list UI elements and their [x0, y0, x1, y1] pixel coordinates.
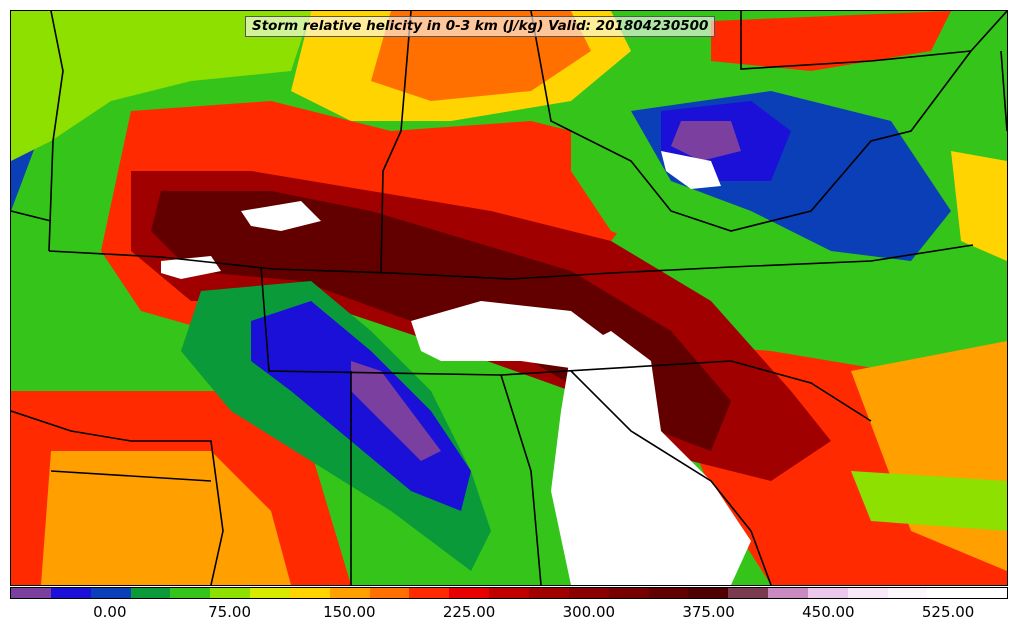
colorbar-segment — [768, 588, 808, 598]
state-boundary — [380, 11, 412, 274]
colorbar-tick-label: 150.00 — [323, 603, 376, 621]
helicity-region — [241, 201, 321, 231]
colorbar-segment — [329, 588, 370, 598]
helicity-region — [711, 11, 951, 71]
map-panel — [10, 10, 1008, 586]
colorbar-segment — [648, 588, 689, 598]
helicity-region — [351, 361, 441, 461]
state-boundary — [11, 210, 52, 222]
state-boundary — [1000, 50, 1007, 132]
helicity-region — [671, 121, 741, 161]
colorbar-segment — [130, 588, 171, 598]
state-boundary — [50, 470, 212, 482]
colorbar-segment — [528, 588, 569, 598]
colorbar-segment — [887, 588, 928, 598]
colorbar-segment — [170, 588, 211, 598]
state-boundary — [48, 11, 64, 252]
colorbar-segment — [289, 588, 330, 598]
colorbar-segment — [568, 588, 609, 598]
helicity-region — [41, 451, 291, 585]
state-boundary — [500, 374, 542, 585]
colorbar-segment — [688, 588, 729, 598]
state-boundary — [11, 410, 224, 585]
state-boundary — [740, 11, 972, 70]
colorbar-segment — [449, 588, 490, 598]
colorbar-tick-label: 375.00 — [682, 603, 735, 621]
state-boundary — [48, 250, 392, 274]
helicity-region — [851, 471, 1007, 531]
helicity-region — [551, 331, 751, 585]
state-boundary — [530, 11, 972, 232]
helicity-map — [11, 11, 1007, 585]
helicity-region — [951, 151, 1007, 261]
colorbar-segment — [807, 588, 848, 598]
colorbar-segment — [409, 588, 450, 598]
colorbar-tick-label: 225.00 — [442, 603, 496, 621]
helicity-region — [661, 151, 721, 189]
colorbar-segment — [608, 588, 649, 598]
colorbar-tick-label: 75.00 — [208, 603, 252, 621]
colorbar-tick-label: 450.00 — [802, 603, 855, 621]
helicity-region — [11, 11, 311, 161]
colorbar-tick-label: 300.00 — [562, 603, 616, 621]
colorbar-segment — [489, 588, 529, 598]
state-boundary — [970, 11, 1007, 52]
colorbar-segment — [728, 588, 769, 598]
colorbar-segment — [369, 588, 410, 598]
colorbar-segment — [967, 588, 1008, 598]
colorbar-segment — [90, 588, 131, 598]
colorbar-segment — [50, 588, 91, 598]
map-title: Storm relative helicity in 0-3 km (J/kg)… — [245, 16, 716, 37]
helicity-region — [411, 301, 611, 371]
colorbar — [10, 587, 1008, 599]
colorbar-tick-label: 525.00 — [921, 603, 975, 621]
state-boundary — [260, 266, 872, 422]
state-boundary — [390, 244, 974, 280]
helicity-region — [251, 301, 471, 511]
colorbar-segment — [250, 588, 290, 598]
colorbar-segment — [927, 588, 968, 598]
colorbar-segment — [11, 588, 51, 598]
colorbar-segment — [847, 588, 888, 598]
colorbar-segment — [210, 588, 251, 598]
state-boundary — [570, 370, 772, 585]
colorbar-tick-label: 0.00 — [93, 603, 127, 621]
